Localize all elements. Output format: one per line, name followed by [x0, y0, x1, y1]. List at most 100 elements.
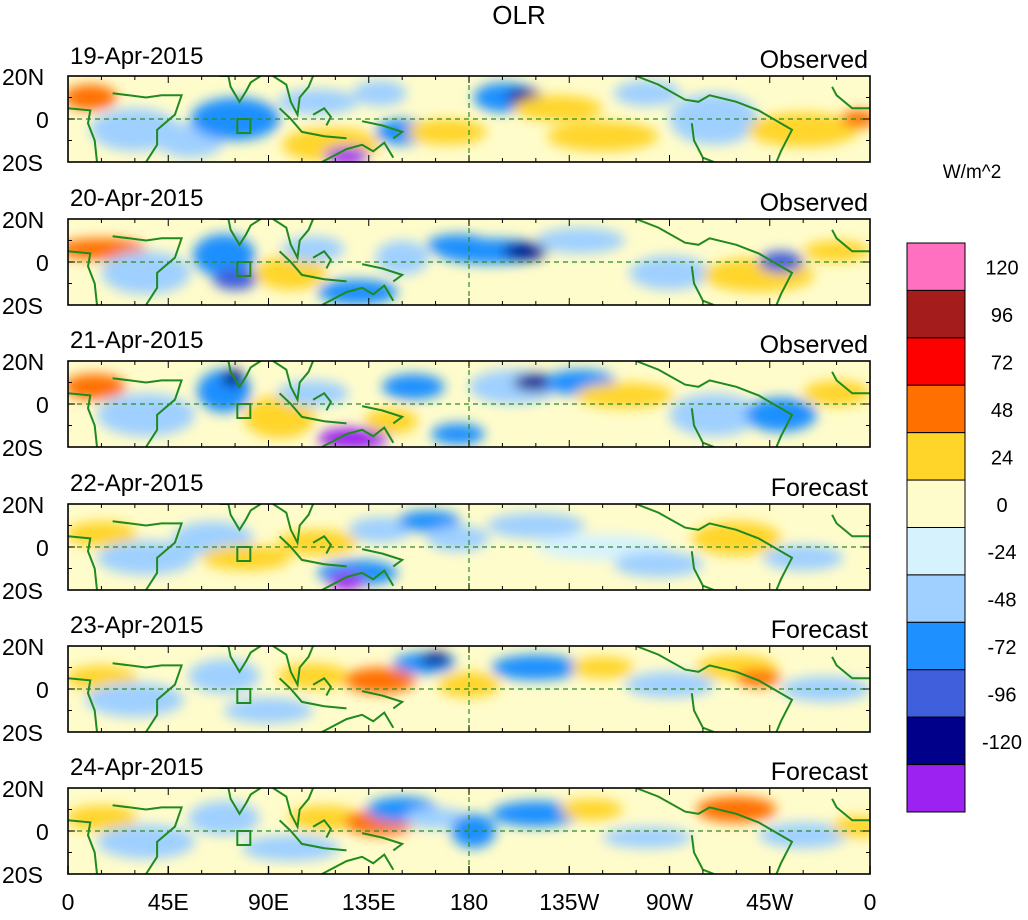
x-tick-label: 0: [62, 889, 75, 915]
coastline-segment: [312, 391, 333, 411]
colorbar-swatch: [906, 432, 966, 481]
coastline-segment: [219, 646, 263, 674]
coastline-segment: [68, 677, 98, 732]
panel-status: Forecast: [771, 474, 868, 502]
anomaly-blob: [96, 393, 195, 437]
anomaly-blob: [513, 95, 603, 122]
colorbar: 120 96 72 48 24 0 -24 -48 -72 -96 -120: [906, 242, 1022, 813]
lat-label-20s: 20S: [2, 862, 43, 888]
anomaly-blob: [96, 540, 195, 575]
colorbar-level-label: 24: [991, 447, 1013, 469]
coastline-segment: [361, 120, 405, 140]
panel-status: Forecast: [771, 616, 868, 644]
lat-label-20n: 20N: [2, 776, 44, 802]
anomaly-blob: [277, 529, 358, 556]
anomaly-blob: [348, 516, 412, 543]
map-panel: 21-Apr-2015 Observed 20N 0 20S: [2, 327, 871, 461]
x-tick-label: 135W: [539, 889, 599, 915]
anomaly-blob: [397, 510, 461, 532]
anomaly-blob: [344, 667, 416, 694]
colorbar-level-label: -72: [988, 637, 1017, 659]
colorbar-swatch: [906, 527, 966, 576]
lat-label-20n: 20N: [2, 349, 44, 375]
lat-label-0: 0: [36, 392, 49, 418]
anomaly-blob: [575, 382, 674, 409]
coastline-segment: [831, 229, 870, 253]
anomaly-blob: [364, 408, 418, 435]
x-tick-label: 135E: [342, 889, 396, 915]
anomaly-blob: [613, 551, 703, 578]
anomaly-blobs: [68, 652, 870, 724]
coastline-segment: [635, 76, 794, 162]
anomaly-blob: [221, 369, 244, 387]
anomaly-blob: [669, 393, 759, 437]
anomaly-blob: [101, 251, 191, 295]
coastline-segment: [272, 646, 315, 688]
coastline: [68, 76, 870, 162]
coastline-segment: [321, 569, 395, 590]
anomaly-blob: [560, 798, 623, 821]
anomaly-blob: [426, 525, 490, 552]
coastline-segment: [635, 219, 794, 305]
coastline-segment: [278, 819, 347, 852]
anomaly-blob: [68, 805, 138, 831]
coastline-segment: [321, 141, 395, 162]
anomaly-blob: [832, 815, 870, 838]
anomaly-blob: [212, 268, 258, 290]
coastline-segment: [112, 92, 184, 162]
colorbar-units: W/m^2: [943, 162, 1002, 183]
coastline: [68, 788, 870, 874]
anomaly-blob: [491, 654, 581, 681]
anomaly-blob: [803, 380, 870, 407]
coastline-segment: [361, 690, 405, 710]
coastline-segment: [278, 677, 347, 710]
coastline-segment: [278, 250, 347, 283]
colorbar-level-label: -48: [988, 590, 1017, 612]
anomaly-blob: [758, 822, 848, 849]
coastline-segment: [68, 250, 98, 305]
coastline: [68, 646, 870, 732]
anomaly-blob: [382, 373, 445, 400]
coastline-segment: [278, 535, 347, 568]
coastline-segment: [690, 408, 715, 447]
chart-title: OLR: [492, 0, 545, 30]
coastline-segment: [219, 361, 263, 389]
lat-label-20s: 20S: [2, 578, 43, 604]
coastline-segment: [635, 504, 794, 590]
coastline-segment: [361, 548, 405, 568]
coastline-segment: [219, 504, 263, 532]
anomaly-blob: [613, 80, 681, 107]
x-axis: 0 45E 90E 135E 180 135W 90W 45W 0: [62, 75, 877, 915]
panel-date: 23-Apr-2015: [70, 612, 203, 639]
anomaly-blob: [736, 669, 781, 687]
x-tick-label: 180: [450, 889, 488, 915]
anomaly-blob: [406, 118, 487, 145]
lat-label-20s: 20S: [2, 150, 43, 176]
colorbar-level-label: 48: [991, 400, 1013, 422]
panel-date: 20-Apr-2015: [70, 185, 203, 212]
coastline-segment: [219, 76, 263, 104]
anomaly-blob: [223, 697, 314, 724]
anomaly-blob: [96, 824, 195, 859]
coastline-segment: [831, 514, 870, 538]
x-tick-label: 0: [864, 889, 877, 915]
anomaly-blob: [277, 380, 349, 407]
panel-status: Observed: [760, 331, 868, 359]
colorbar-level-label: -96: [988, 684, 1017, 706]
anomaly-blob: [419, 652, 452, 666]
anomaly-blob: [803, 240, 870, 262]
anomaly-blob: [669, 93, 759, 145]
coastline-segment: [312, 249, 333, 269]
panel-date: 22-Apr-2015: [70, 470, 203, 497]
coastline: [68, 219, 870, 305]
coastline-segment: [272, 788, 315, 830]
coastline-segment: [635, 361, 794, 447]
coastline-segment: [321, 426, 395, 447]
anomaly-blob: [190, 97, 280, 141]
lat-label-20n: 20N: [2, 492, 44, 518]
anomaly-blob: [486, 512, 585, 539]
x-tick-label: 90W: [646, 889, 694, 915]
anomaly-blob: [328, 572, 365, 590]
anomaly-blob: [85, 682, 184, 717]
coastline-segment: [635, 788, 794, 874]
